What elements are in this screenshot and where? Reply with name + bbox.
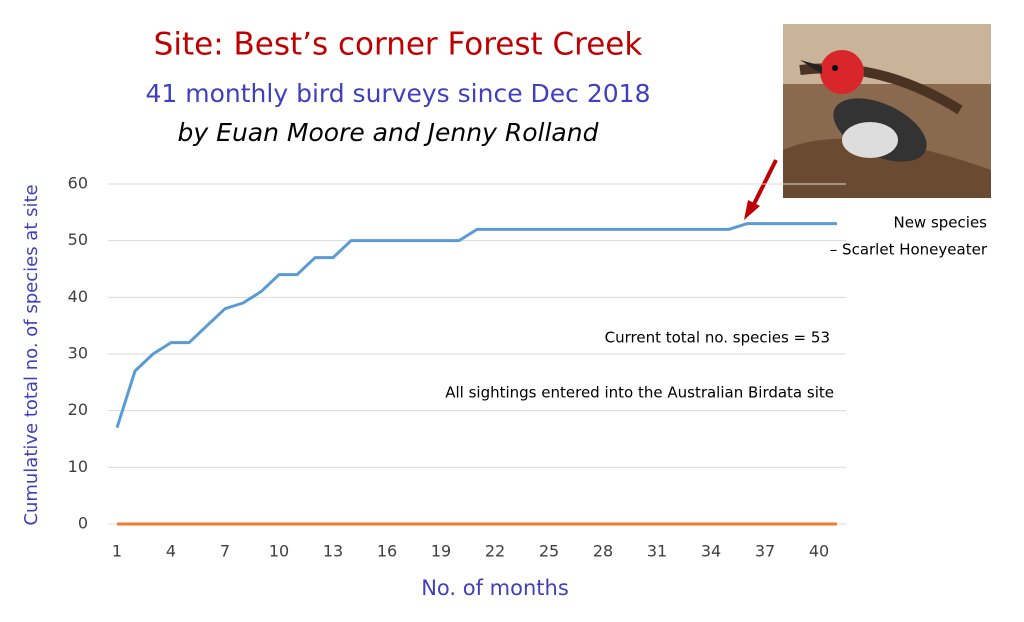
y-tick-label: 20 xyxy=(68,400,88,419)
x-tick-label: 16 xyxy=(377,542,397,561)
y-axis-label: Cumulative total no. of species at site xyxy=(21,184,42,525)
x-tick-label: 19 xyxy=(431,542,451,561)
x-tick-label: 37 xyxy=(755,542,775,561)
annotation: – Scarlet Honeyeater xyxy=(830,241,988,259)
y-tick-label: 40 xyxy=(68,287,88,306)
data-line xyxy=(115,222,837,429)
x-tick-label: 28 xyxy=(593,542,613,561)
annotation: Current total no. species = 53 xyxy=(605,329,830,347)
x-tick-label: 10 xyxy=(269,542,289,561)
x-tick-label: 34 xyxy=(701,542,721,561)
annotation: New species xyxy=(893,214,987,232)
x-tick-label: 31 xyxy=(647,542,667,561)
y-tick-label: 0 xyxy=(78,514,88,533)
x-tick-label: 22 xyxy=(485,542,505,561)
chart-subtitle: 41 monthly bird surveys since Dec 2018 xyxy=(146,79,651,108)
x-tick-label: 1 xyxy=(112,542,122,561)
annotation: All sightings entered into the Australia… xyxy=(445,384,834,402)
bird-photo xyxy=(783,24,991,198)
x-axis-label: No. of months xyxy=(421,576,569,600)
x-tick-label: 13 xyxy=(323,542,343,561)
y-tick-label: 10 xyxy=(68,457,88,476)
y-tick-label: 60 xyxy=(68,174,88,193)
x-tick-label: 40 xyxy=(809,542,829,561)
annotation-arrowhead xyxy=(744,200,760,220)
x-tick-label: 7 xyxy=(220,542,230,561)
x-tick-label: 4 xyxy=(166,542,176,561)
byline: by Euan Moore and Jenny Rolland xyxy=(178,118,599,147)
y-tick-label: 50 xyxy=(68,230,88,249)
x-tick-label: 25 xyxy=(539,542,559,561)
y-tick-label: 30 xyxy=(68,344,88,363)
chart-title: Site: Best’s corner Forest Creek xyxy=(154,27,643,63)
